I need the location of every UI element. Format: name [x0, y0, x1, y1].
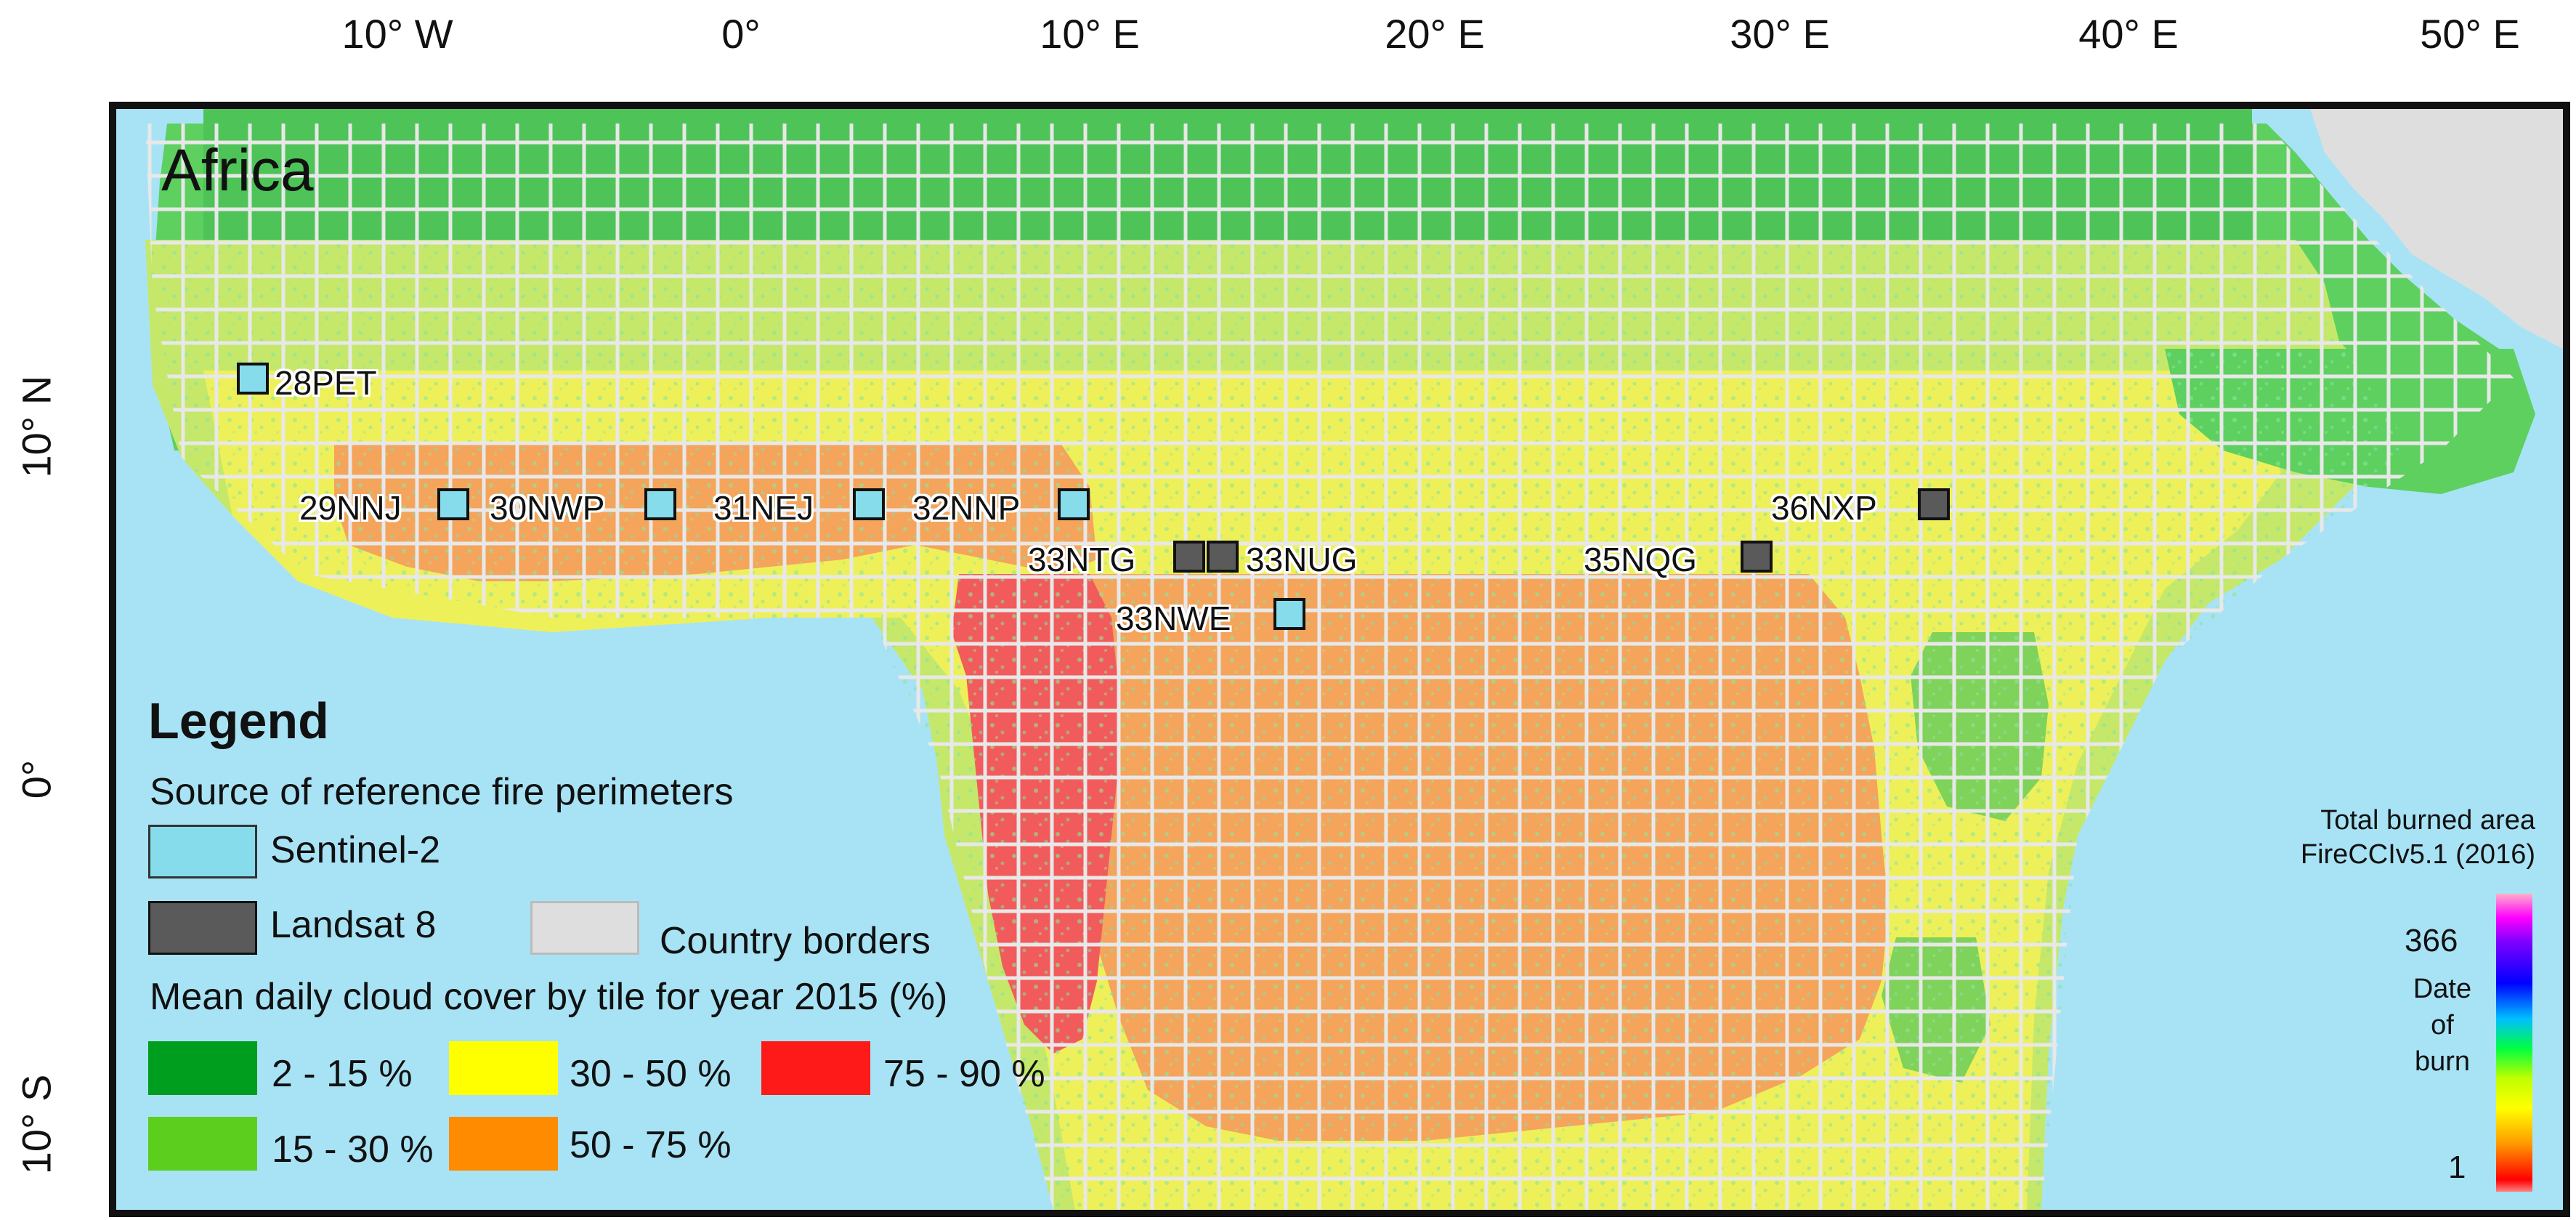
lon-tick-40e: 40° E — [2078, 11, 2179, 57]
legend-cloud-swatch-30-50 — [449, 1041, 558, 1095]
tile-31nej-label: 31NEJ — [713, 489, 814, 527]
lon-tick-10e: 10° E — [1040, 11, 1140, 57]
legend-cloud-swatch-2-15 — [148, 1041, 257, 1095]
tile-30nwp-marker[interactable] — [644, 488, 676, 520]
tile-32nnp-marker[interactable] — [1058, 488, 1090, 520]
burn-legend-min: 1 — [2448, 1150, 2466, 1185]
lat-tick-10s: 10° S — [13, 1074, 60, 1175]
lon-tick-0: 0° — [721, 11, 761, 57]
tile-35nqg-marker[interactable] — [1741, 541, 1773, 573]
legend-cloud-heading: Mean daily cloud cover by tile for year … — [150, 976, 948, 1018]
legend-cloud-label-30-50: 30 - 50 % — [570, 1053, 732, 1095]
burn-legend-label-1: Date — [2413, 974, 2472, 1004]
tile-32nnp-label: 32NNP — [912, 489, 1021, 527]
tile-33ntg-marker[interactable] — [1173, 541, 1205, 573]
legend-borders-label: Country borders — [660, 920, 931, 962]
tile-36nxp-marker[interactable] — [1918, 488, 1950, 520]
lat-tick-0: 0° — [13, 759, 60, 799]
tile-33ntg-label: 33NTG — [1028, 541, 1136, 578]
lon-tick-30e: 30° E — [1730, 11, 1830, 57]
tile-30nwp-label: 30NWP — [490, 489, 605, 527]
legend-cloud-swatch-50-75 — [449, 1117, 558, 1171]
legend-borders-swatch — [530, 901, 639, 955]
burn-legend-title-2: FireCCIv5.1 (2016) — [2300, 839, 2535, 870]
legend-sentinel-label: Sentinel-2 — [270, 829, 441, 871]
legend-landsat-label: Landsat 8 — [270, 904, 437, 946]
burn-legend-max: 366 — [2405, 923, 2458, 958]
tile-29nnj-marker[interactable] — [437, 488, 469, 520]
map-frame[interactable]: Africa 28PET 29NNJ 30NWP 31NEJ 32NNP 33N… — [109, 102, 2570, 1217]
burn-date-color-ramp — [2496, 894, 2532, 1192]
legend-cloud-swatch-15-30 — [148, 1117, 257, 1171]
tile-29nnj-label: 29NNJ — [299, 489, 402, 527]
map-title: Africa — [161, 137, 314, 203]
legend-cloud-label-50-75: 50 - 75 % — [570, 1124, 732, 1166]
burn-legend-label-3: burn — [2414, 1046, 2471, 1077]
tile-33nug-marker[interactable] — [1207, 541, 1239, 573]
tile-grid — [145, 124, 2514, 1210]
map-canvas — [116, 109, 2563, 1210]
lat-tick-10n: 10° N — [13, 375, 60, 478]
lon-tick-50e: 50° E — [2420, 11, 2520, 57]
legend-cloud-label-15-30: 15 - 30 % — [272, 1128, 434, 1171]
tile-28pet-marker[interactable] — [237, 363, 269, 395]
lon-tick-10w: 10° W — [341, 11, 453, 57]
tile-35nqg-label: 35NQG — [1584, 541, 1697, 578]
tile-36nxp-label: 36NXP — [1771, 489, 1877, 527]
tile-33nwe-label: 33NWE — [1116, 599, 1231, 637]
burn-legend-title-1: Total burned area — [2320, 805, 2535, 836]
lon-tick-20e: 20° E — [1385, 11, 1485, 57]
country-borders-area — [2310, 109, 2563, 349]
legend-cloud-swatch-75-90 — [761, 1041, 870, 1095]
legend-landsat-swatch — [148, 901, 257, 955]
legend-title: Legend — [148, 692, 329, 749]
legend-cloud-label-75-90: 75 - 90 % — [883, 1053, 1045, 1095]
tile-31nej-marker[interactable] — [853, 488, 885, 520]
legend-source-heading: Source of reference fire perimeters — [150, 771, 734, 813]
burn-legend-label-2: of — [2431, 1010, 2454, 1041]
legend-sentinel-swatch — [148, 825, 257, 878]
tile-33nwe-marker[interactable] — [1273, 598, 1305, 630]
tile-33nug-label: 33NUG — [1246, 541, 1358, 578]
legend-cloud-label-2-15: 2 - 15 % — [272, 1053, 413, 1095]
tile-28pet-label: 28PET — [275, 364, 377, 402]
